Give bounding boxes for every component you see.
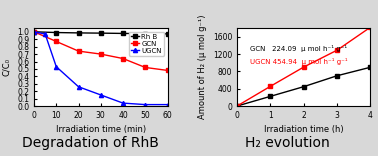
UGCN xyxy=(121,102,125,104)
UGCN xyxy=(165,104,170,105)
Line: Rh B: Rh B xyxy=(32,30,170,36)
GCN xyxy=(268,95,273,97)
Rh B xyxy=(143,33,147,35)
UGCN xyxy=(32,31,36,33)
Rh B xyxy=(99,32,103,34)
Y-axis label: C/C₀: C/C₀ xyxy=(3,58,11,76)
UGCN xyxy=(54,66,59,68)
UGCN xyxy=(368,26,373,28)
Line: GCN: GCN xyxy=(32,30,170,73)
Rh B xyxy=(32,31,36,33)
Text: H₂ evolution: H₂ evolution xyxy=(245,136,330,150)
Text: Degradation of RhB: Degradation of RhB xyxy=(22,136,159,150)
Line: UGCN: UGCN xyxy=(235,25,373,108)
Y-axis label: Amount of H₂ (μ mol g⁻¹): Amount of H₂ (μ mol g⁻¹) xyxy=(198,15,207,119)
UGCN xyxy=(235,105,239,107)
GCN xyxy=(54,41,59,42)
X-axis label: Irradiation time (h): Irradiation time (h) xyxy=(264,125,344,134)
Line: UGCN: UGCN xyxy=(32,30,170,107)
Legend: Rh B, GCN, UGCN: Rh B, GCN, UGCN xyxy=(129,32,164,56)
UGCN xyxy=(335,49,339,51)
GCN xyxy=(32,31,36,33)
GCN xyxy=(76,50,81,52)
GCN xyxy=(121,58,125,59)
Rh B xyxy=(54,32,59,34)
GCN xyxy=(368,66,373,68)
GCN xyxy=(235,105,239,107)
GCN xyxy=(301,86,306,88)
UGCN xyxy=(268,85,273,87)
UGCN xyxy=(99,94,103,96)
UGCN xyxy=(76,86,81,88)
UGCN xyxy=(43,33,47,35)
Text: UGCN 454.94  μ mol h⁻¹ g⁻¹: UGCN 454.94 μ mol h⁻¹ g⁻¹ xyxy=(250,58,348,65)
X-axis label: Irradiation time (min): Irradiation time (min) xyxy=(56,125,146,134)
Rh B xyxy=(76,32,81,34)
Rh B xyxy=(165,33,170,35)
GCN xyxy=(99,53,103,55)
Text: GCN   224.09  μ mol h⁻¹ g⁻¹: GCN 224.09 μ mol h⁻¹ g⁻¹ xyxy=(250,45,347,52)
GCN xyxy=(165,69,170,71)
Line: GCN: GCN xyxy=(235,65,373,108)
UGCN xyxy=(301,66,306,68)
Rh B xyxy=(121,32,125,34)
GCN xyxy=(335,75,339,77)
UGCN xyxy=(143,104,147,105)
GCN xyxy=(143,66,147,68)
